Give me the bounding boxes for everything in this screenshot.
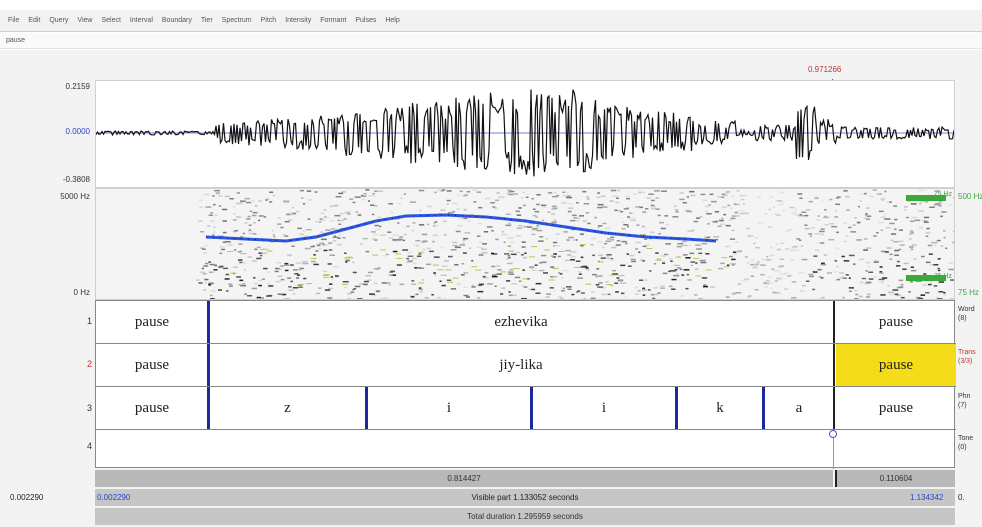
tier-boundary[interactable] xyxy=(207,301,210,343)
menu-view[interactable]: View xyxy=(77,17,93,24)
tier-number-1: 1 xyxy=(86,316,92,326)
menu-formant[interactable]: Formant xyxy=(320,17,347,24)
tier-4-count: (0) xyxy=(958,444,967,451)
spectrogram-bottom-label: 0 Hz xyxy=(73,288,90,297)
cursor-time: 0.971266 xyxy=(808,65,842,74)
menu-spectrum[interactable]: Spectrum xyxy=(221,17,252,24)
end-time-outer: 0. xyxy=(958,493,965,502)
pitch-bottom-label: 75 Hz xyxy=(958,288,979,297)
tier-1-count: (8) xyxy=(958,315,967,322)
end-time-visible: 1.134342 xyxy=(910,493,944,502)
waveform-panel[interactable] xyxy=(95,80,955,188)
tier-interval[interactable]: i xyxy=(601,399,607,416)
tier-3: pause z i i k a pause xyxy=(96,387,956,430)
total-duration-bar[interactable]: Total duration 1.295959 seconds xyxy=(95,508,955,525)
pitch-contour xyxy=(205,213,717,243)
tier-3-info: Phn (7) xyxy=(958,392,982,410)
tier-boundary[interactable] xyxy=(833,344,835,386)
tiers-panel: pause ezhevika pause pause jiy-lika paus… xyxy=(95,300,956,469)
waveform-trace xyxy=(96,89,954,177)
waveform-svg xyxy=(96,89,954,177)
menu-bar: File Edit Query View Select Interval Bou… xyxy=(0,10,982,32)
cursor-handle[interactable] xyxy=(829,430,837,438)
tier-2-info: Trans (3/3) xyxy=(958,348,982,366)
selected-interval[interactable]: pause xyxy=(836,344,956,386)
spectrogram-texture xyxy=(196,189,954,299)
tier-boundary[interactable] xyxy=(530,387,533,429)
tier-boundary[interactable] xyxy=(207,344,210,386)
menu-file[interactable]: File xyxy=(8,17,20,24)
menu-select[interactable]: Select xyxy=(101,17,121,24)
menu-boundary[interactable]: Boundary xyxy=(161,17,192,24)
left-duration-bar[interactable]: 0.814427 xyxy=(95,470,833,487)
tier-interval[interactable]: pause xyxy=(134,356,170,373)
tier-number-3: 3 xyxy=(86,403,92,413)
waveform-min-label: -0.3808 xyxy=(62,175,90,184)
menu-intensity[interactable]: Intensity xyxy=(285,17,312,24)
tier-boundary[interactable] xyxy=(833,301,835,343)
tier-3-count: (7) xyxy=(958,402,967,409)
start-time-visible: 0.002290 xyxy=(97,493,131,502)
tier-interval[interactable]: pause xyxy=(134,313,170,330)
tier-interval[interactable]: ezhevika xyxy=(494,313,548,330)
menu-pitch[interactable]: Pitch xyxy=(260,17,277,24)
menu-edit[interactable]: Edit xyxy=(28,17,41,24)
tier-1: pause ezhevika pause xyxy=(96,301,956,344)
tier-interval[interactable]: jiy-lika xyxy=(499,356,543,373)
menu-query[interactable]: Query xyxy=(49,17,69,24)
tier-interval[interactable]: i xyxy=(446,399,452,416)
tier-1-name: Word xyxy=(958,306,975,313)
menu-pulses[interactable]: Pulses xyxy=(355,17,377,24)
tier-boundary[interactable] xyxy=(207,387,210,429)
tier-3-name: Phn xyxy=(958,393,971,400)
tier-4 xyxy=(96,430,956,469)
tier-4-info: Tone (0) xyxy=(958,434,982,452)
tier-2-name: Trans xyxy=(958,349,976,356)
tier-interval[interactable]: pause xyxy=(134,399,170,416)
intensity-marks xyxy=(906,195,946,281)
tier-number-2: 2 xyxy=(86,359,92,369)
tier-boundary[interactable] xyxy=(762,387,765,429)
tier-number-4: 4 xyxy=(86,441,92,451)
tier-2: pause jiy-lika pause xyxy=(96,344,956,387)
tier-interval[interactable]: a xyxy=(795,399,803,416)
cursor-in-tier xyxy=(833,430,834,469)
visible-part-bar[interactable]: Visible part 1.133052 seconds xyxy=(95,489,955,506)
menu-interval[interactable]: Interval xyxy=(129,17,153,24)
spectrogram-svg xyxy=(196,189,954,299)
menu-tier[interactable]: Tier xyxy=(200,17,213,24)
tier-1-info: Word (8) xyxy=(958,305,982,323)
tier-interval[interactable]: k xyxy=(716,399,724,416)
tier-2-count: (3/3) xyxy=(958,358,973,365)
spectrogram-panel[interactable]: 75 Hz 75 Hz xyxy=(95,188,955,300)
waveform-max-label: 0.2159 xyxy=(65,82,90,91)
right-duration-bar[interactable]: 0.110604 xyxy=(835,470,955,487)
tier-boundary[interactable] xyxy=(833,387,835,429)
start-time-outer: 0.002290 xyxy=(10,493,44,502)
tier-interval[interactable]: z xyxy=(284,399,291,416)
pitch-top-label: 500 Hz xyxy=(958,192,982,201)
spectrogram-top-label: 5000 Hz xyxy=(60,192,90,201)
pitch-top-marker: 75 Hz xyxy=(933,191,952,198)
tier-interval[interactable]: pause xyxy=(878,399,914,416)
menu-help[interactable]: Help xyxy=(385,17,400,24)
tier-interval[interactable]: pause xyxy=(878,313,914,330)
tier-boundary[interactable] xyxy=(675,387,678,429)
pitch-bottom-marker: 75 Hz xyxy=(933,273,952,280)
waveform-zero-label: 0.0000 xyxy=(65,127,90,136)
tier-4-name: Tone xyxy=(958,435,974,442)
selected-text-field[interactable]: pause xyxy=(0,33,982,49)
tier-interval[interactable] xyxy=(96,430,956,469)
tier-boundary[interactable] xyxy=(365,387,368,429)
